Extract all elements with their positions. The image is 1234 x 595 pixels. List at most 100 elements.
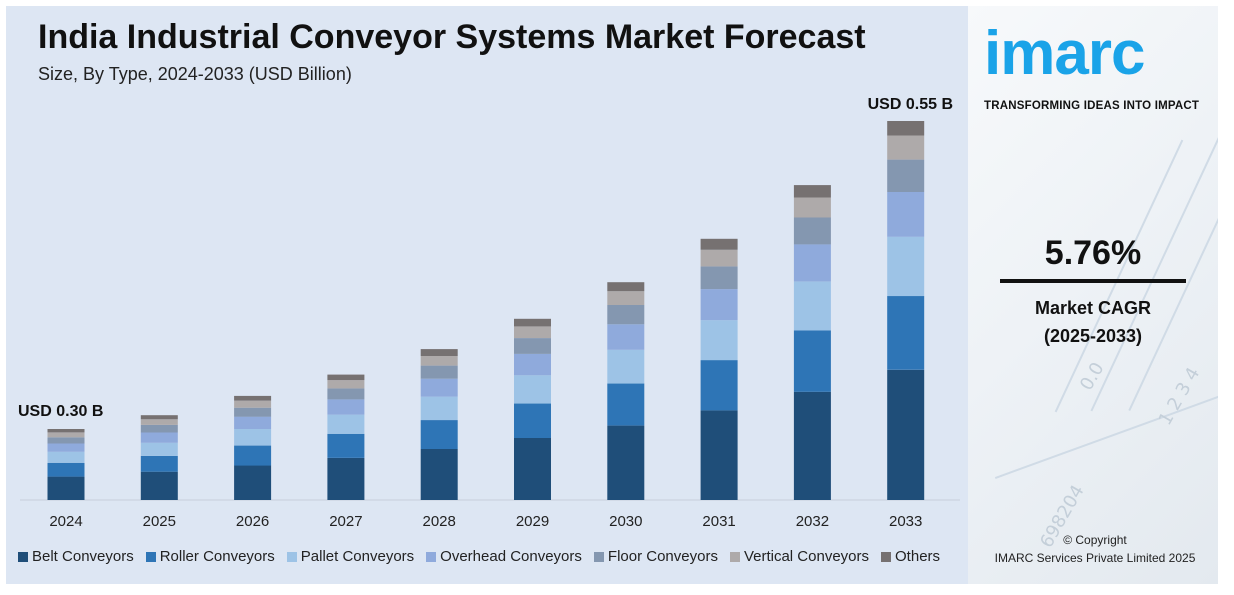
- copyright-notice: © Copyright IMARC Services Private Limit…: [968, 531, 1222, 567]
- bar-segment-2027-roller-conveyors: [327, 433, 365, 458]
- bar-segment-2032-others: [793, 185, 831, 198]
- bar-segment-2030-floor-conveyors: [607, 305, 645, 325]
- cagr-value: 5.76%: [1044, 234, 1142, 272]
- bar-segment-2025-others: [140, 415, 178, 420]
- bar-segment-2029-pallet-conveyors: [514, 375, 551, 404]
- legend-item-roller-conveyors: Roller Conveyors: [145, 548, 275, 565]
- bar-segment-2026-overhead-conveyors: [234, 416, 272, 429]
- bar-segment-2029-others: [514, 318, 551, 327]
- bar-segment-2030-others: [607, 282, 645, 292]
- bar-segment-2033-overhead-conveyors: [887, 192, 925, 237]
- bar-segment-2033-floor-conveyors: [887, 159, 925, 192]
- bar-segment-2033-belt-conveyors: [887, 369, 925, 500]
- bar-segment-2032-overhead-conveyors: [793, 244, 831, 282]
- x-tick-label: 2026: [236, 513, 269, 530]
- bar-segment-2028-others: [420, 349, 458, 356]
- x-tick-labels: 2024 2025 2026 2027 2028 2029 2030 2031 2032 2033: [49, 513, 922, 530]
- bar-segment-2030-vertical-conveyors: [607, 291, 645, 305]
- bar-segment-2025-overhead-conveyors: [140, 432, 178, 443]
- bar-segment-2030-belt-conveyors: [607, 425, 645, 500]
- bar-segment-2027-overhead-conveyors: [327, 399, 365, 415]
- x-tick-label: 2027: [329, 513, 362, 530]
- bar-segment-2031-belt-conveyors: [700, 410, 738, 500]
- legend-swatch: [426, 551, 437, 562]
- x-tick-label: 2033: [889, 513, 922, 530]
- legend-swatch: [18, 551, 28, 562]
- legend-label: Pallet Conveyors: [300, 548, 415, 565]
- bar-segment-2031-pallet-conveyors: [700, 320, 738, 361]
- bar-segment-2029-floor-conveyors: [514, 338, 551, 354]
- copyright-company: IMARC Services Private Limited 2025: [994, 551, 1196, 565]
- legend-label: Others: [895, 548, 941, 565]
- bar-stacks: [47, 121, 925, 500]
- chart-title: India Industrial Conveyor Systems Market…: [38, 18, 866, 56]
- bar-segment-2026-others: [234, 395, 272, 401]
- bar-segment-2031-others: [700, 238, 738, 250]
- legend-label: Floor Conveyors: [607, 548, 718, 565]
- legend-swatch: [286, 551, 297, 562]
- bar-segment-2030-roller-conveyors: [607, 383, 645, 426]
- bar-segment-2033-vertical-conveyors: [887, 135, 925, 160]
- x-tick-label: 2032: [796, 513, 829, 530]
- bar-segment-2032-vertical-conveyors: [793, 197, 831, 218]
- bar-segment-2026-vertical-conveyors: [234, 400, 272, 408]
- bar-segment-2031-vertical-conveyors: [700, 249, 738, 267]
- bar-segment-2024-roller-conveyors: [47, 462, 85, 477]
- decorative-gridline: [1054, 139, 1184, 413]
- bar-segment-2025-floor-conveyors: [140, 424, 178, 433]
- legend-label: Overhead Conveyors: [440, 548, 582, 565]
- legend-swatch: [729, 551, 740, 562]
- legend-item-overhead-conveyors: Overhead Conveyors: [426, 548, 582, 565]
- bar-segment-2027-others: [327, 374, 365, 381]
- bar-segment-2024-vertical-conveyors: [47, 432, 85, 438]
- bar-segment-2033-roller-conveyors: [887, 296, 925, 370]
- x-tick-label: 2031: [702, 513, 735, 530]
- cagr-period: (2025-2033): [1043, 326, 1143, 346]
- bar-segment-2024-pallet-conveyors: [47, 451, 85, 463]
- bar-segment-2027-belt-conveyors: [327, 458, 365, 500]
- bar-segment-2031-overhead-conveyors: [700, 289, 738, 321]
- legend-label: Belt Conveyors: [32, 548, 134, 565]
- bar-segment-2029-belt-conveyors: [514, 438, 551, 500]
- side-panel: 0.0 1 2 3 4 698204: [968, 6, 1218, 584]
- bar-segment-2032-roller-conveyors: [793, 330, 831, 392]
- logo-tagline: TRANSFORMING IDEAS INTO IMPACT: [984, 100, 1200, 112]
- bar-segment-2028-vertical-conveyors: [420, 356, 458, 366]
- bar-segment-2033-others: [887, 121, 925, 136]
- bar-segment-2029-vertical-conveyors: [514, 326, 551, 338]
- bar-segment-2028-roller-conveyors: [420, 420, 458, 449]
- x-tick-label: 2030: [609, 513, 642, 530]
- legend-item-pallet-conveyors: Pallet Conveyors: [286, 548, 415, 565]
- bar-segment-2025-roller-conveyors: [140, 455, 178, 472]
- logo-wordmark: imarc: [984, 19, 1145, 88]
- bar-segment-2028-floor-conveyors: [420, 365, 458, 379]
- cagr-divider: [1000, 279, 1186, 283]
- legend-item-floor-conveyors: Floor Conveyors: [593, 548, 718, 565]
- legend-item-others: Others: [881, 548, 940, 565]
- bar-segment-2028-overhead-conveyors: [420, 378, 458, 397]
- legend-label: Vertical Conveyors: [743, 548, 870, 565]
- decorative-figure: 0.0: [1076, 358, 1109, 395]
- bar-segment-2024-belt-conveyors: [47, 476, 85, 500]
- bar-segment-2024-overhead-conveyors: [47, 443, 85, 452]
- x-tick-label: 2028: [423, 513, 456, 530]
- bar-segment-2032-pallet-conveyors: [793, 281, 831, 331]
- bar-segment-2028-pallet-conveyors: [420, 396, 458, 420]
- bar-segment-2025-pallet-conveyors: [140, 442, 178, 456]
- value-annotation-2033: USD 0.55 B: [868, 96, 953, 113]
- bar-segment-2033-pallet-conveyors: [887, 236, 925, 297]
- bar-segment-2029-overhead-conveyors: [514, 353, 551, 376]
- bar-segment-2027-floor-conveyors: [327, 388, 365, 400]
- bar-segment-2027-pallet-conveyors: [327, 414, 365, 434]
- legend-label: Roller Conveyors: [159, 548, 275, 565]
- chart-legend: Belt Conveyors Roller Conveyors Pallet Con…: [18, 548, 940, 565]
- bar-segment-2031-roller-conveyors: [700, 360, 738, 411]
- bar-segment-2031-floor-conveyors: [700, 266, 738, 290]
- x-tick-label: 2025: [143, 513, 176, 530]
- bar-segment-2026-pallet-conveyors: [234, 429, 272, 446]
- bar-chart: 2024 2025 2026 2027 2028 2029 2030 2031 2032 2033…: [18, 96, 960, 530]
- legend-item-belt-conveyors: Belt Conveyors: [18, 548, 134, 565]
- copyright-line: © Copyright: [1063, 533, 1127, 547]
- bar-segment-2025-belt-conveyors: [140, 471, 178, 500]
